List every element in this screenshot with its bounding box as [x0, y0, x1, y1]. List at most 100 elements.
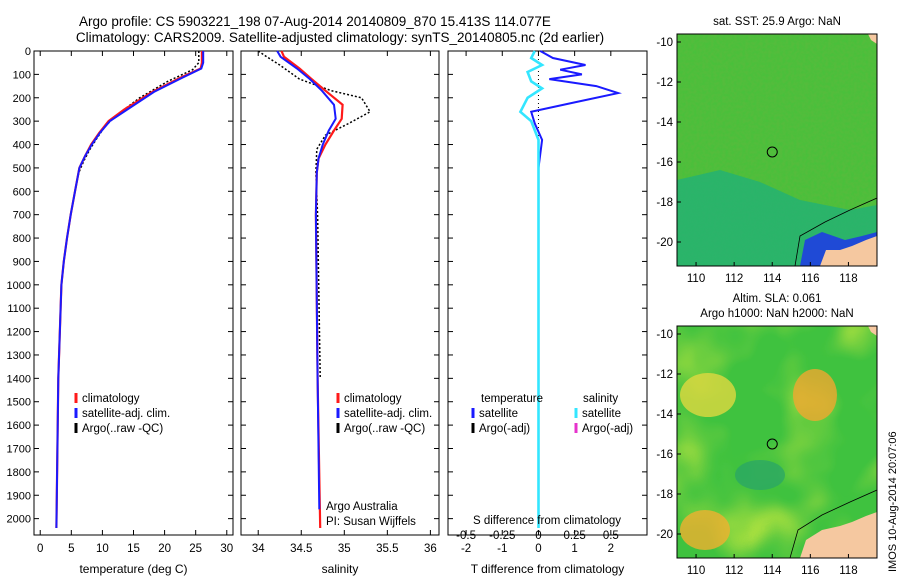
map-y-tick-label: -20: [656, 237, 673, 249]
x-tick-label: 0: [37, 543, 43, 555]
x-tick-label: 20: [158, 543, 171, 555]
map-y-tick-label: -12: [656, 77, 673, 89]
sla-map-title: Altim. SLA: 0.061: [733, 293, 822, 305]
map-x-tick-label: 112: [725, 565, 743, 577]
map-x-tick-label: 118: [839, 565, 857, 577]
sst-map: sat. SST: 25.9 Argo: NaN 110 112 114 116 118…: [656, 16, 878, 285]
sla-map-warm-blob3: [680, 510, 730, 550]
map-y-tick-label: -14: [656, 409, 673, 421]
map-y-tick-label: -12: [656, 369, 673, 381]
sla-map-land-corner: [868, 326, 877, 336]
legend-label: climatology: [82, 393, 140, 405]
salinity-diff-line: [518, 50, 545, 528]
x-axis-label: T difference from climatology: [471, 562, 625, 576]
difference-panel: -2 -1 0 1 2 T difference from climatology S di…: [447, 50, 648, 576]
y-tick-label: 400: [13, 140, 31, 152]
y-tick-label: 0: [25, 46, 31, 58]
y-tick-label: 1900: [7, 490, 31, 502]
sst-map-title: sat. SST: 25.9 Argo: NaN: [713, 16, 841, 28]
legend-label: Argo(-adj): [479, 423, 530, 435]
map-y-tick-label: -14: [656, 117, 673, 129]
map-x-tick-label: 118: [839, 273, 857, 285]
x-tick-label: 2: [608, 543, 614, 555]
legend-label: Argo(..raw -QC): [82, 423, 163, 435]
y-tick-label: 100: [13, 69, 31, 81]
x-tick-label: -2: [461, 543, 471, 555]
top-axis-title: S difference from climatology: [473, 515, 621, 527]
sst-map-land: [820, 236, 877, 266]
legend-label: satellite-adj. clim.: [82, 408, 170, 420]
satellite-line: [55, 51, 205, 529]
y-tick-label: 800: [13, 233, 31, 245]
legend-label: climatology: [344, 393, 402, 405]
figure-title-line2: Climatology: CARS2009. Satellite-adjuste…: [76, 30, 604, 45]
temperature-panel: 0 5 10 15 20 25 300100200300400500600700800900…: [7, 46, 234, 576]
y-tick-label: 600: [13, 186, 31, 198]
y-tick-label: 1600: [7, 420, 31, 432]
map-y-tick-label: -20: [656, 529, 673, 541]
y-tick-label: 2000: [7, 514, 31, 526]
y-tick-label: 1800: [7, 467, 31, 479]
satellite-line: [276, 50, 337, 510]
y-tick-label: 900: [13, 256, 31, 268]
x-tick-label: 35: [338, 543, 351, 555]
top-tick-label: 0.25: [563, 530, 585, 542]
salinity-panel: 34 34.5 35 35.5 36 salinity climatology satelli…: [240, 50, 440, 576]
y-tick-label: 300: [13, 116, 31, 128]
y-tick-label: 1300: [7, 350, 31, 362]
map-x-tick-label: 116: [801, 565, 819, 577]
legend-label: Argo(-adj): [582, 423, 633, 435]
argo-line: [55, 51, 200, 529]
top-tick-label: -0.25: [489, 530, 515, 542]
map-y-tick-label: -10: [656, 329, 673, 341]
y-tick-label: 200: [13, 93, 31, 105]
x-tick-label: 5: [68, 543, 74, 555]
y-tick-label: 1000: [7, 280, 31, 292]
x-tick-label: 15: [127, 543, 140, 555]
x-axis-label: temperature (deg C): [79, 562, 187, 576]
imos-timestamp: IMOS 10-Aug-2014 20:07:06: [887, 431, 899, 572]
sla-map: Altim. SLA: 0.061 Argo h1000: NaN h2000:…: [656, 293, 878, 577]
axes-frame: [240, 50, 440, 536]
y-tick-label: 1100: [7, 303, 31, 315]
sla-map-subtitle: Argo h1000: NaN h2000: NaN: [700, 308, 853, 320]
x-tick-label: 25: [189, 543, 202, 555]
y-tick-label: 1400: [7, 373, 31, 385]
x-tick-label: 35.5: [376, 543, 398, 555]
x-tick-label: 34: [252, 543, 265, 555]
map-y-tick-label: -10: [656, 37, 673, 49]
legend-label: satellite: [479, 408, 518, 420]
legend-label: Argo(..raw -QC): [344, 423, 425, 435]
x-tick-label: 0: [535, 543, 541, 555]
top-tick-label: -0.5: [456, 530, 476, 542]
x-axis-label: salinity: [322, 562, 359, 576]
map-x-tick-label: 114: [763, 565, 782, 577]
annotation-pi: PI: Susan Wijffels: [326, 516, 416, 528]
map-y-tick-label: -16: [656, 449, 673, 461]
map-x-tick-label: 112: [725, 273, 743, 285]
sst-map-frame: [676, 33, 878, 267]
sla-map-cool-blob: [735, 460, 785, 490]
map-y-tick-label: -16: [656, 157, 673, 169]
sla-map-land: [800, 512, 877, 558]
annotation-argo-australia: Argo Australia: [326, 501, 398, 513]
map-y-tick-label: -18: [656, 489, 673, 501]
climatology-line: [55, 51, 203, 529]
legend-title-salinity: salinity: [583, 393, 618, 405]
axes-frame: [33, 50, 234, 536]
x-tick-label: 36: [424, 543, 437, 555]
argo-line: [257, 50, 372, 379]
map-x-tick-label: 110: [687, 273, 705, 285]
top-tick-label: 0: [535, 530, 541, 542]
y-tick-label: 700: [13, 210, 31, 222]
temperature-diff-line: [529, 50, 622, 528]
y-tick-label: 1500: [7, 397, 31, 409]
map-y-tick-label: -18: [656, 197, 673, 209]
figure-title-line1: Argo profile: CS 5903221_198 07-Aug-2014…: [79, 14, 551, 29]
y-tick-label: 1200: [7, 327, 31, 339]
x-tick-label: 30: [220, 543, 233, 555]
axes-frame: [447, 50, 648, 536]
y-tick-label: 500: [13, 163, 31, 175]
x-tick-label: -1: [497, 543, 507, 555]
